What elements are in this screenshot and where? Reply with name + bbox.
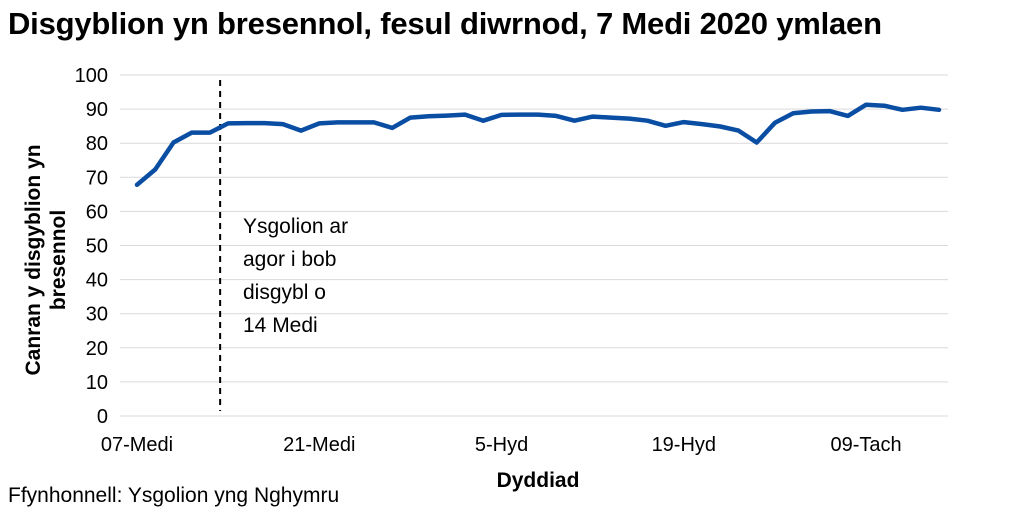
y-tick-label: 90 [86,99,108,121]
annotation-text: Ysgolion ar agor i bob disgybl o 14 Medi [243,215,348,337]
gridlines [120,74,948,383]
y-axis-ticks: 0 10 20 30 40 50 60 70 80 90 100 [75,65,108,428]
source-note: Ffynhonnell: Ysgolion yng Nghymru [8,484,340,507]
x-tick-label: 19-Hyd [652,434,716,456]
series-points [136,104,940,185]
y-tick-label: 70 [86,167,108,189]
y-tick-label: 10 [86,372,108,394]
x-tick-label: 5-Hyd [475,434,528,456]
y-tick-label: 30 [86,304,108,326]
x-axis-ticks: 07-Medi 21-Medi 5-Hyd 19-Hyd 09-Tach [101,434,902,456]
series-line [134,102,942,188]
x-tick-label: 21-Medi [283,434,355,456]
y-tick-label: 0 [97,406,108,428]
x-tick-label: 09-Tach [831,434,902,456]
y-tick-label: 40 [86,270,108,292]
y-tick-label: 100 [75,65,108,87]
y-tick-label: 20 [86,338,108,360]
x-axis-title: Dyddiad [497,469,580,492]
x-tick-label: 07-Medi [101,434,173,456]
y-axis-title: Canran y disgyblion ynbresennol [22,144,70,375]
y-tick-label: 60 [86,201,108,223]
y-tick-label: 80 [86,133,108,155]
y-tick-label: 50 [86,236,108,258]
chart-title: Disgyblion yn bresennol, fesul diwrnod, … [8,6,882,41]
